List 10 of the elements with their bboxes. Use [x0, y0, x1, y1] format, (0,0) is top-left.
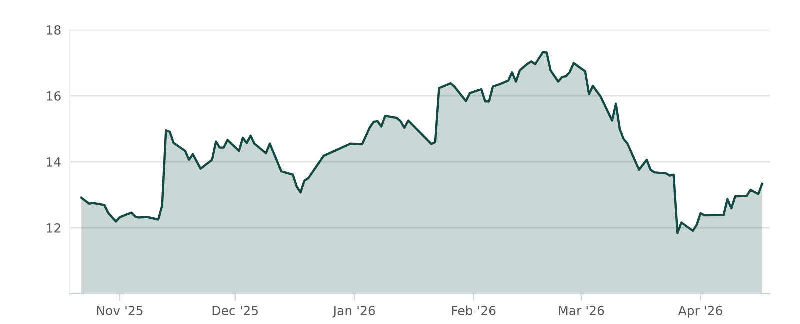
- y-tick-label: 12: [47, 223, 60, 233]
- x-tick-label: Dec '25: [212, 306, 258, 316]
- x-tick-label: Nov '25: [97, 306, 143, 316]
- x-tick-label: Feb '26: [452, 306, 496, 316]
- y-tick-label: 14: [47, 158, 61, 167]
- x-tick-label: Mar '26: [559, 306, 604, 316]
- x-tick-label: Jan '26: [332, 306, 376, 318]
- y-tick-label: 18: [47, 25, 61, 35]
- x-tick-label: Apr '26: [678, 306, 722, 318]
- y-tick-label: 16: [47, 91, 61, 101]
